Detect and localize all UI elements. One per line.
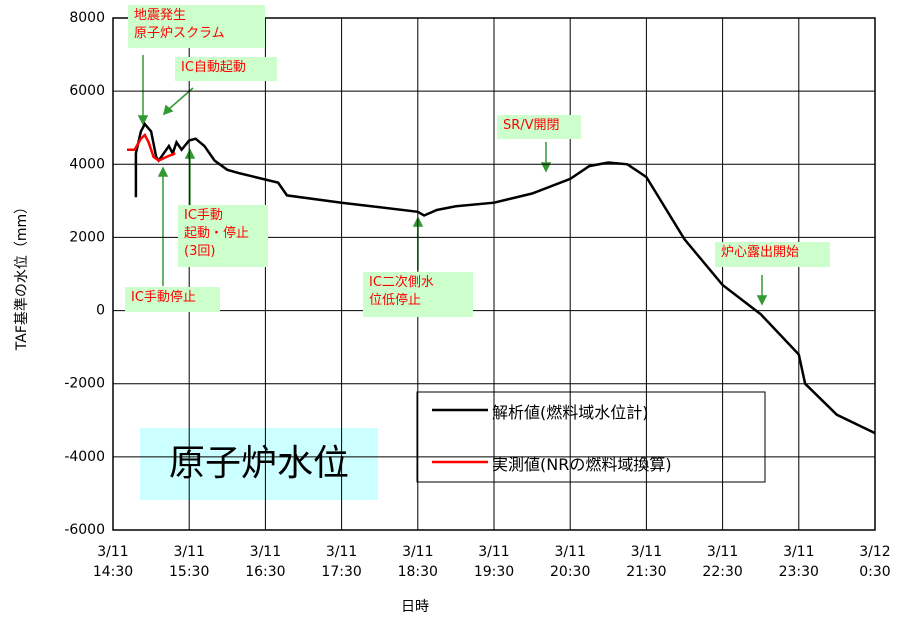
arrow-head (157, 166, 169, 177)
subtitle: 原子炉水位 (169, 443, 349, 484)
line (134, 121, 876, 435)
x-tick-label: 3/11 20:30 (550, 544, 591, 580)
arrow-head (540, 162, 552, 173)
y-tick-label: -6000 (64, 522, 105, 538)
x-tick-label: 3/12 0:30 (859, 544, 891, 580)
y-tick-label: 0 (96, 303, 105, 319)
arrow-head (162, 104, 174, 116)
annotation: IC手動 起動・停止 (3回) (178, 205, 268, 267)
x-tick-label: 3/11 16:30 (245, 544, 286, 580)
annotation: 炉心露出開始 (715, 242, 830, 267)
x-tick-label: 3/11 22:30 (702, 544, 743, 580)
y-tick-label: 4000 (69, 156, 105, 172)
y-tick-label: 8000 (69, 10, 105, 26)
x-tick-label: 3/11 18:30 (397, 544, 438, 580)
x-tick-label: 3/11 15:30 (169, 544, 210, 580)
x-tick-label: 3/11 21:30 (626, 544, 667, 580)
line (127, 132, 176, 163)
x-tick-label: 3/11 19:30 (473, 544, 515, 580)
x-tick-label: 3/11 23:30 (778, 544, 819, 580)
arrow-head (184, 148, 196, 159)
x-axis-label: 日時 (401, 599, 429, 615)
plot-border (112, 17, 876, 531)
x-tick-label: 3/11 17:30 (321, 544, 362, 580)
annotation: 地震発生 原子炉スクラム (128, 5, 265, 48)
y-axis-label: TAF基準の水位（mm） (13, 200, 30, 351)
x-tick-label: 3/11 14:30 (92, 544, 134, 580)
annotation: IC二次側水 位低停止 (363, 272, 473, 317)
annotation: IC自動起動 (175, 57, 277, 81)
legend-label: 解析値(燃料域水位計) (492, 403, 649, 422)
y-tick-label: -4000 (64, 449, 105, 465)
legend-box (416, 391, 766, 483)
arrow-head (137, 115, 149, 126)
y-tick-label: 6000 (69, 83, 105, 99)
y-tick-label: -2000 (64, 376, 105, 392)
subtitle-box (140, 428, 378, 500)
arrow-head (756, 295, 768, 306)
y-tick-label: 2000 (69, 229, 105, 245)
legend-label: 実測値(NRの燃料域換算) (492, 455, 672, 474)
annotation: IC手動停止 (125, 287, 220, 312)
annotation: SR/V開閉 (497, 115, 581, 139)
